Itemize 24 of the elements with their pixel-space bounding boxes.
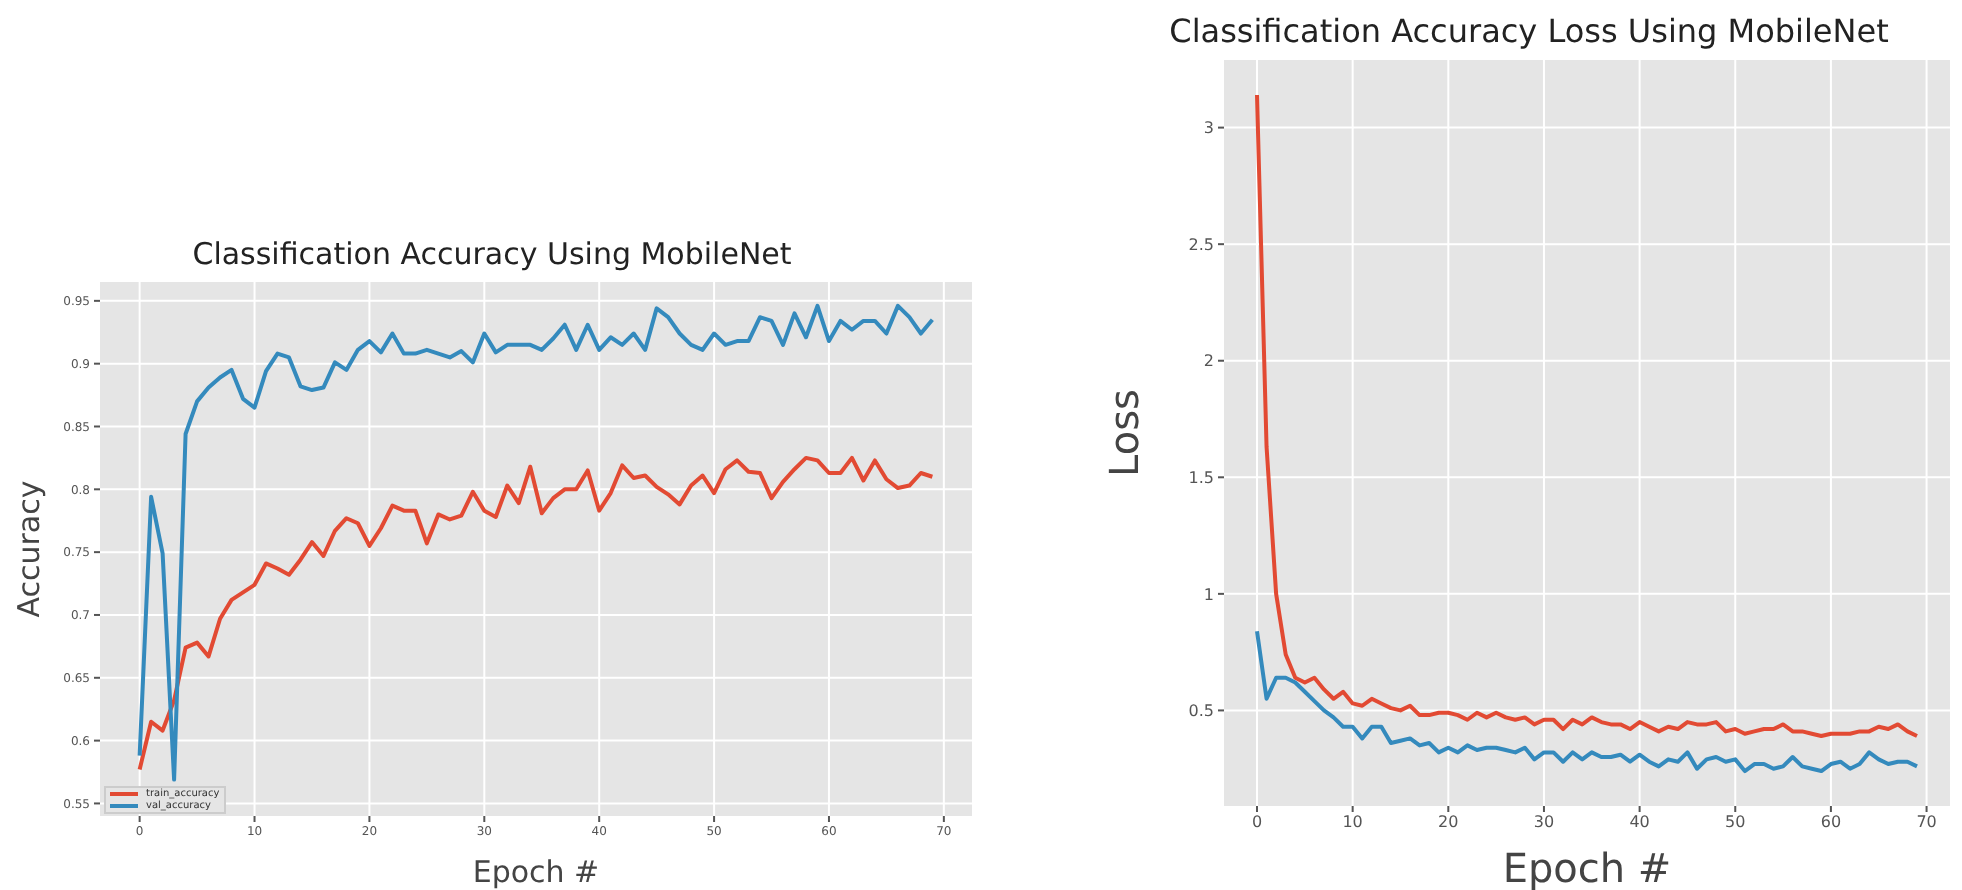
y-tick-label: 1.5 (1188, 468, 1214, 487)
y-axis-title: Loss (1100, 389, 1149, 477)
y-tick-label: 2 (1203, 352, 1214, 371)
line-series (1255, 92, 1919, 739)
x-axis-title: Epoch # (1502, 844, 1672, 890)
x-tick-label: 0 (1251, 813, 1263, 832)
x-tick-label: 20 (1438, 813, 1459, 832)
x-tick-label: 70 (1916, 813, 1937, 832)
line-series (1255, 629, 1919, 774)
y-tick-label: 0.5 (1188, 702, 1214, 721)
x-tick-label: 10 (1342, 813, 1363, 832)
x-tick-label: 60 (1820, 813, 1842, 832)
chart-title: Classification Accuracy Loss Using MobileNet (1167, 10, 1891, 54)
line-series (137, 303, 935, 782)
y-tick-label: 2.5 (1188, 235, 1214, 254)
x-axis-title: Epoch # (472, 854, 600, 890)
y-axis-title: Accuracy (10, 480, 47, 618)
x-tick-label: 30 (1533, 813, 1555, 832)
y-tick-label: 3 (1203, 119, 1214, 138)
x-tick-label: 40 (1629, 813, 1650, 832)
y-tick-label: 1 (1203, 585, 1214, 604)
chart-title: Classification Accuracy Using MobileNet (190, 234, 794, 276)
line-series (137, 455, 935, 772)
x-tick-label: 50 (1725, 813, 1746, 832)
